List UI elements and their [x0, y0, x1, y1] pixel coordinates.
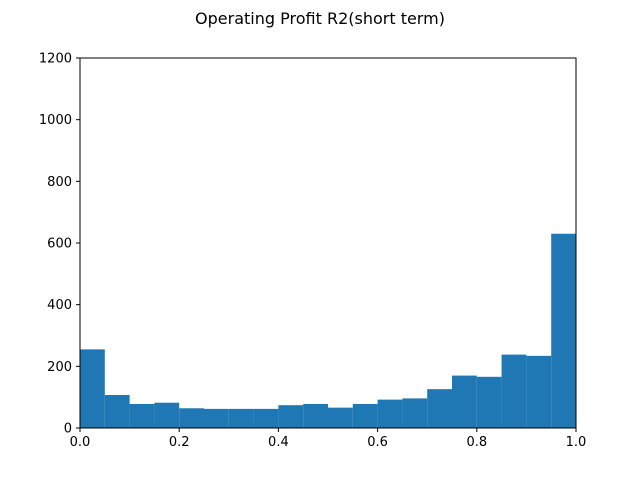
x-tick-label: 0.6: [367, 435, 388, 450]
y-tick-label: 800: [47, 175, 72, 190]
x-tick-label: 0.8: [466, 435, 487, 450]
y-tick-label: 1200: [39, 52, 72, 67]
histogram-bar-8: [278, 405, 304, 428]
y-tick-label: 400: [47, 298, 72, 313]
histogram-bar-18: [526, 355, 552, 428]
x-axis: 0.0 0.2 0.4 0.6 0.8 1.0: [70, 428, 587, 450]
y-tick-label: 1000: [39, 113, 72, 128]
histogram-bar-16: [476, 376, 502, 428]
histogram-bar-19: [551, 233, 576, 428]
x-tick-label: 0.4: [268, 435, 289, 450]
x-tick-label: 1.0: [566, 435, 587, 450]
histogram-bar-1: [104, 395, 130, 428]
histogram-bar-10: [328, 407, 353, 428]
histogram-bar-11: [352, 403, 378, 428]
histogram-bar-13: [402, 398, 428, 428]
histogram-bar-9: [303, 403, 328, 428]
histogram-bar-4: [179, 408, 204, 428]
histogram-bar-5: [204, 408, 229, 428]
x-tick-label: 0.2: [169, 435, 190, 450]
histogram-bar-15: [452, 375, 477, 428]
histogram-bar-6: [228, 408, 254, 428]
histogram-bar-3: [154, 402, 180, 428]
y-tick-label: 600: [47, 237, 72, 252]
histogram-bar-17: [501, 354, 527, 428]
histogram-bar-12: [377, 399, 403, 428]
histogram-bar-14: [427, 389, 452, 428]
y-tick-label: 200: [47, 360, 72, 375]
histogram-bar-7: [253, 408, 279, 428]
histogram-bar-0: [80, 349, 105, 428]
bars-group: [80, 233, 576, 428]
x-tick-label: 0.0: [70, 435, 91, 450]
histogram-bar-2: [129, 403, 155, 428]
chart-title: Operating Profit R2(short term): [195, 9, 445, 28]
y-tick-label: 0: [64, 422, 72, 437]
y-axis: 0 200 400 600 800 1000 1200: [39, 52, 80, 437]
